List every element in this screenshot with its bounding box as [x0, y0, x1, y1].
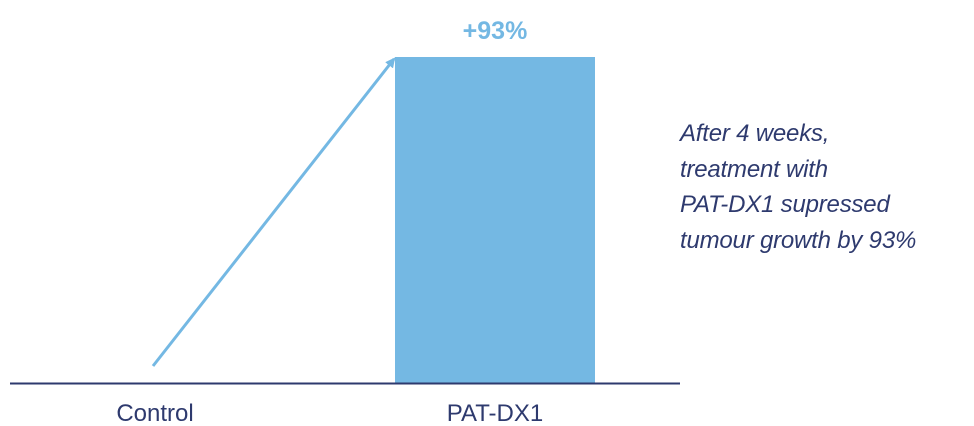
labels-layer: Control PAT-DX1 +93% — [116, 17, 543, 426]
annotation-line: treatment with — [680, 155, 828, 183]
category-label: Control — [116, 400, 193, 426]
annotation-line: After 4 weeks, — [680, 120, 830, 147]
data-label: +93% — [463, 17, 528, 45]
bars-layer — [395, 57, 595, 383]
bar-pat-dx1 — [395, 57, 595, 383]
annotation-text: After 4 weeks, treatment with PAT-DX1 su… — [680, 116, 970, 258]
growth-arrow — [151, 57, 396, 367]
annotation-line: tumour growth by 93% — [680, 226, 917, 254]
category-label: PAT-DX1 — [447, 400, 543, 426]
annotation-line: PAT-DX1 supressed — [680, 191, 890, 218]
